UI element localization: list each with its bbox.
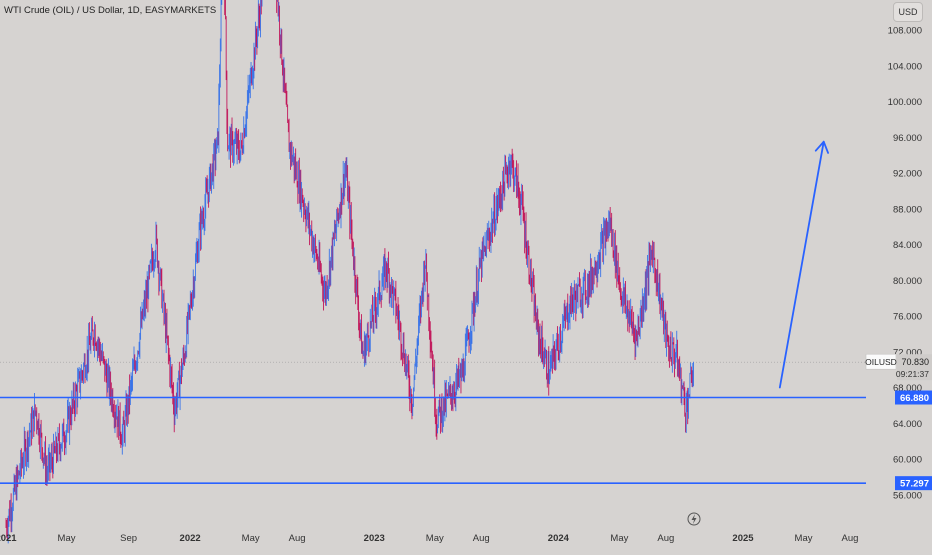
- countdown-label: 09:21:37: [896, 369, 929, 379]
- time-tick-label: Aug: [841, 533, 858, 544]
- price-axis[interactable]: 108.000 104.000 100.000 96.000 92.000 88.000 8…: [888, 26, 922, 502]
- currency-button[interactable]: USD: [893, 2, 923, 22]
- time-tick-label: May: [58, 533, 76, 544]
- last-price-tag: [897, 354, 932, 381]
- arrow-head[interactable]: [814, 140, 829, 154]
- time-tick-label: May: [242, 533, 260, 544]
- price-tick-label: 72.000: [893, 347, 922, 358]
- price-tick-label: 76.000: [893, 312, 922, 323]
- time-tick-label: 2024: [548, 533, 570, 544]
- support-levels[interactable]: [0, 396, 866, 484]
- time-tick-label: 2022: [180, 533, 201, 544]
- lightning-icon-ring: [687, 512, 701, 526]
- price-tick-label: 96.000: [893, 133, 922, 144]
- trend-arrow[interactable]: [778, 140, 829, 389]
- price-tick-label: 84.000: [893, 240, 922, 251]
- price-tick-label: 104.000: [888, 61, 922, 72]
- time-tick-label: Sep: [120, 533, 137, 544]
- time-tick-label: May: [795, 533, 813, 544]
- time-tick-label: Aug: [289, 533, 306, 544]
- price-tick-label: 64.000: [893, 419, 922, 430]
- lightning-icon-bolt: [691, 514, 697, 524]
- lightning-icon[interactable]: [687, 512, 701, 526]
- level-label: 66.880: [900, 393, 929, 404]
- price-tick-label: 80.000: [893, 276, 922, 287]
- last-price-label: 70.830: [901, 357, 929, 367]
- price-tick-label: 88.000: [893, 204, 922, 215]
- time-tick-label: Aug: [473, 533, 490, 544]
- time-tick-label: 2023: [364, 533, 385, 544]
- price-tick-label: 92.000: [893, 169, 922, 180]
- time-axis[interactable]: 2021 May Sep 2022 May Aug 2023 May Aug 2024 May Aug…: [0, 533, 858, 544]
- level-label: 57.297: [900, 479, 929, 490]
- time-tick-label: 2025: [732, 533, 754, 544]
- arrow-shaft[interactable]: [778, 140, 825, 389]
- level-tag: [895, 390, 932, 405]
- price-tick-label: 68.000: [893, 383, 922, 394]
- time-tick-label: May: [426, 533, 444, 544]
- level-tag: [895, 476, 932, 491]
- candlestick-series: [5, 0, 695, 544]
- time-tick-label: May: [610, 533, 628, 544]
- price-tick-label: 60.000: [893, 455, 922, 466]
- price-tick-label: 56.000: [893, 490, 922, 501]
- time-tick-label: Aug: [657, 533, 674, 544]
- price-tick-label: 100.000: [888, 97, 922, 108]
- symbol-tag: [865, 353, 897, 370]
- chart-title: WTI Crude (OIL) / US Dollar, 1D, EASYMAR…: [4, 5, 217, 16]
- price-tick-label: 108.000: [888, 26, 922, 37]
- price-tags: OILUSD 70.830 09:21:37 66.880 57.297: [865, 353, 932, 491]
- symbol-label: OILUSD: [865, 357, 897, 367]
- time-tick-label: 2021: [0, 533, 17, 544]
